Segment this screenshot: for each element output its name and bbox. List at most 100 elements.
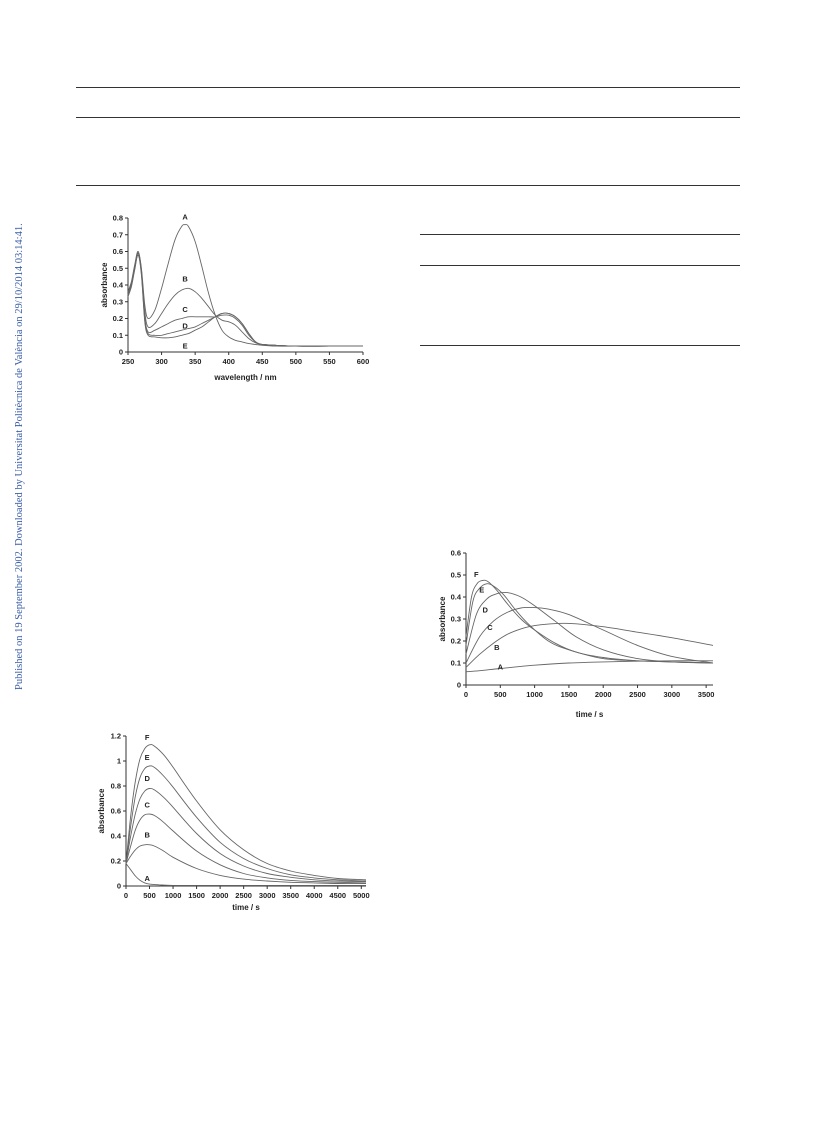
x-tick-label: 250 [122,357,135,366]
x-tick-label: 300 [155,357,168,366]
series-line-C [127,252,363,347]
y-tick-label: 0.7 [113,230,123,239]
x-tick-label: 400 [222,357,235,366]
y-tick-label: 0.4 [111,832,122,841]
x-tick-label: 2000 [595,690,612,699]
series-line-C [465,606,714,664]
y-axis-label: absorbance [438,596,447,641]
y-tick-label: 0.1 [451,659,461,668]
spectra-chart: 0 0.1 0.2 0.3 0.4 0.5 0.6 0.7 0.8 250 300 350 400 450… [100,213,370,382]
y-tick-label: 0.6 [451,549,461,558]
series-label-C: C [144,800,150,809]
y-tick-label: 0 [117,882,121,891]
x-tick-label: 3000 [663,690,680,699]
y-tick-label: 0.4 [451,593,462,602]
x-tick-label: 1500 [188,891,205,900]
x-tick-label: 4500 [329,891,346,900]
x-axis-label: time / s [232,903,260,912]
y-tick-label: 1.2 [111,732,121,741]
series-line-E [127,254,363,347]
x-tick-label: 500 [143,891,156,900]
table-top-rule [76,87,740,88]
download-notice: Published on 19 September 2002. Download… [14,223,25,690]
series-label-F: F [145,733,150,742]
series-line-B [465,622,714,668]
series-label-E: E [145,753,150,762]
series-line-D [127,254,363,347]
series-label-A: A [144,874,150,883]
x-axis-label: wavelength / nm [213,373,276,382]
x-tick-label: 2500 [629,690,646,699]
table2-bottom-rule [420,345,740,346]
x-tick-label: 1000 [165,891,182,900]
series-label-E: E [183,342,188,351]
y-tick-label: 0.4 [113,281,124,290]
y-tick-label: 0.8 [111,782,121,791]
x-tick-label: 3000 [259,891,276,900]
x-tick-label: 500 [290,357,303,366]
series-label-A: A [182,213,188,222]
series-label-C: C [182,305,188,314]
y-tick-label: 1 [117,757,121,766]
y-tick-label: 0.6 [113,247,123,256]
y-tick-label: 0.5 [113,264,123,273]
x-tick-label: 4000 [306,891,323,900]
x-tick-label: 0 [124,891,128,900]
x-tick-label: 450 [256,357,269,366]
x-tick-label: 350 [189,357,202,366]
y-tick-label: 0.3 [451,615,461,624]
x-tick-label: 5000 [353,891,370,900]
table2-header-rule [420,265,740,266]
y-tick-label: 0.3 [113,297,123,306]
series-line-D [125,787,367,883]
table-bottom-rule [76,185,740,186]
y-tick-label: 0.2 [111,857,121,866]
x-tick-label: 2500 [235,891,252,900]
series-line-B [127,251,363,347]
series-line-B [125,844,367,884]
series-label-C: C [487,623,493,632]
y-tick-label: 0.6 [111,807,121,816]
series-label-D: D [483,605,489,614]
x-tick-label: 1000 [526,690,543,699]
series-label-D: D [182,322,188,331]
series-label-A: A [498,663,504,672]
x-tick-label: 0 [464,690,468,699]
series-line-C [125,813,367,884]
kinetics-left-chart: 0 0.2 0.4 0.6 0.8 1 1.2 0 500 1000 1500 2000 2500 300… [97,732,370,913]
series-label-B: B [494,643,500,652]
series-line-F [125,744,367,881]
figure-kinetics-right: 0 0.1 0.2 0.3 0.4 0.5 0.6 0 500 1000 1500 2000 2500 3… [436,545,726,725]
y-axis-label: absorbance [97,788,106,833]
figure-kinetics-left: 0 0.2 0.4 0.6 0.8 1 1.2 0 500 1000 1500 2000 2500 300… [96,726,376,916]
series-line-F [465,579,714,664]
series-line-D [465,591,714,664]
series-label-B: B [182,275,188,284]
series-line-A [125,863,367,886]
x-tick-label: 3500 [698,690,715,699]
y-tick-label: 0.1 [113,331,123,340]
series-line-E [125,765,367,882]
y-tick-label: 0.2 [451,637,461,646]
series-label-B: B [144,830,150,839]
x-tick-label: 1500 [561,690,578,699]
x-tick-label: 550 [323,357,336,366]
figure-spectra: 0 0.1 0.2 0.3 0.4 0.5 0.6 0.7 0.8 250 300 350 400 450… [98,210,378,390]
x-tick-label: 3500 [282,891,299,900]
y-axis-label: absorbance [100,262,109,307]
series-label-F: F [474,570,479,579]
kinetics-right-chart: 0 0.1 0.2 0.3 0.4 0.5 0.6 0 500 1000 1500 2000 2500 3… [438,549,715,720]
y-tick-label: 0 [457,681,461,690]
x-tick-label: 2000 [212,891,229,900]
table2-top-rule [420,234,740,235]
y-tick-label: 0.5 [451,571,461,580]
x-tick-label: 500 [494,690,507,699]
y-tick-label: 0 [119,348,123,357]
series-label-E: E [479,586,484,595]
x-tick-label: 600 [357,357,370,366]
y-tick-label: 0.8 [113,214,123,223]
table-header-rule [76,117,740,118]
y-tick-label: 0.2 [113,314,123,323]
series-label-D: D [144,774,150,783]
x-axis-label: time / s [576,710,604,719]
